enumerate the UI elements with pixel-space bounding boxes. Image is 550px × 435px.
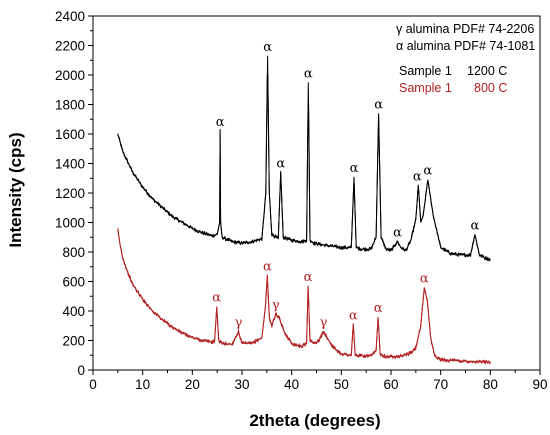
y-tick-label: 400	[62, 304, 85, 319]
peak-label: α	[471, 218, 480, 233]
peak-label: α	[263, 40, 272, 55]
x-tick-label: 10	[135, 377, 150, 392]
y-tick-label: 2200	[55, 39, 85, 54]
x-tick-label: 40	[284, 377, 299, 392]
peak-label: α	[423, 164, 432, 179]
y-tick-label: 0	[77, 363, 85, 378]
peak-label: α	[304, 66, 313, 81]
legend: γ alumina PDF# 74-2206 α alumina PDF# 74…	[396, 22, 535, 95]
axes: 0 10 20 30 40 50 60 70 80 90 0 200 400 600 800 1000 1200…	[55, 9, 548, 392]
legend-sample-1200-temp: 1200 C	[467, 64, 507, 78]
legend-reference-gamma: γ alumina PDF# 74-2206	[396, 22, 534, 36]
y-tick-label: 1600	[55, 127, 85, 142]
y-tick-label: 200	[62, 334, 85, 349]
peak-label: α	[374, 301, 383, 316]
y-tick-label: 800	[62, 245, 85, 260]
legend-sample-800-name: Sample 1	[399, 81, 452, 95]
x-axis-title: 2theta (degrees)	[249, 411, 380, 430]
peak-label: α	[420, 271, 429, 286]
series-line	[117, 228, 491, 365]
peak-label: α	[374, 97, 383, 112]
y-tick-label: 2000	[55, 68, 85, 83]
peak-label: α	[350, 161, 359, 176]
series-line	[117, 74, 491, 262]
x-tick-label: 30	[234, 377, 249, 392]
y-tick-label: 1000	[55, 216, 85, 231]
x-tick-label: 0	[89, 377, 97, 392]
x-tick-label: 20	[185, 377, 200, 392]
x-tick-label: 70	[433, 377, 448, 392]
y-tick-label: 1400	[55, 157, 85, 172]
peak-label: α	[212, 291, 221, 306]
peak-label: α	[276, 156, 285, 171]
peak-label: γ	[272, 298, 280, 313]
series-line-peaks	[117, 229, 491, 363]
x-tick-label: 80	[483, 377, 498, 392]
peak-label: α	[216, 115, 225, 130]
x-tick-label: 60	[383, 377, 398, 392]
legend-sample-800-temp: 800 C	[474, 81, 507, 95]
peak-label: α	[304, 270, 313, 285]
peak-label: α	[413, 170, 422, 185]
y-tick-label: 1800	[55, 98, 85, 113]
y-tick-label: 1200	[55, 186, 85, 201]
peak-label: γ	[235, 316, 243, 331]
peak-label: α	[393, 226, 402, 241]
peak-label: α	[263, 260, 272, 275]
x-tick-label: 90	[532, 377, 547, 392]
legend-reference-alpha: α alumina PDF# 74-1081	[396, 39, 535, 53]
y-axis-title: Intensity (cps)	[6, 132, 25, 247]
peak-label: α	[349, 308, 358, 323]
series-layer	[117, 55, 491, 365]
peak-label: γ	[320, 316, 328, 331]
series-line-peaks	[117, 55, 491, 260]
x-tick-label: 50	[334, 377, 349, 392]
y-tick-label: 600	[62, 275, 85, 290]
y-tick-label: 2400	[55, 9, 85, 24]
legend-sample-1200-name: Sample 1	[399, 64, 452, 78]
